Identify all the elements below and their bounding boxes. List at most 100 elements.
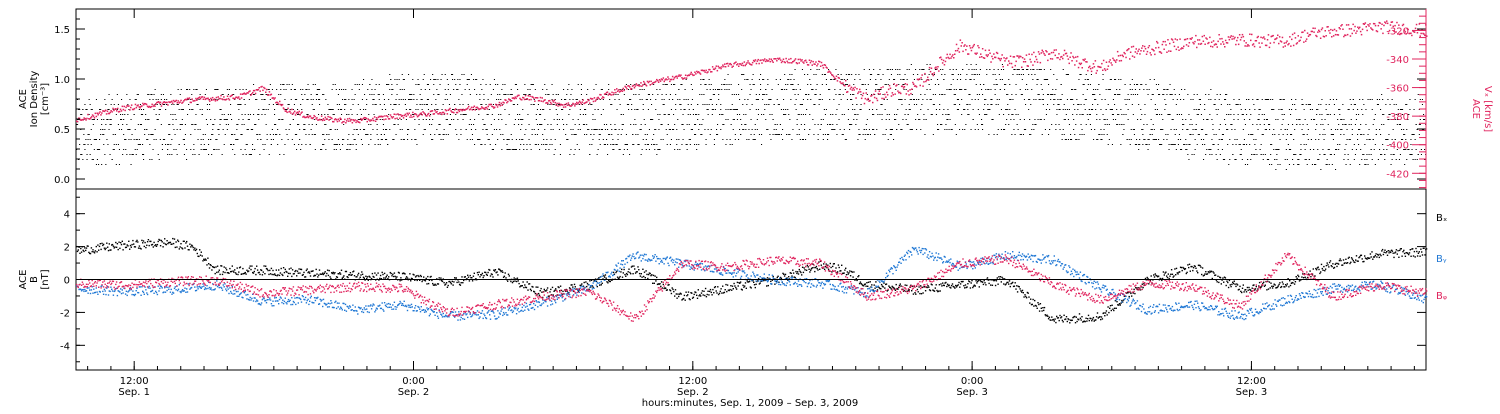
density-point (442, 139, 444, 140)
density-point (1354, 124, 1356, 125)
density-point (1012, 99, 1014, 100)
density-point (655, 109, 657, 110)
density-point (309, 144, 311, 145)
density-point (688, 124, 690, 125)
density-point (757, 99, 759, 100)
density-point (479, 139, 481, 140)
density-point (389, 74, 391, 75)
density-point (935, 109, 937, 110)
vx-point (1073, 57, 1075, 59)
density-point (303, 129, 305, 130)
density-point (414, 139, 416, 140)
density-point (1148, 144, 1150, 145)
density-point (934, 84, 936, 85)
density-point (519, 114, 521, 115)
density-point (537, 104, 539, 105)
density-point (1163, 89, 1165, 90)
density-point (1168, 114, 1170, 115)
density-point (550, 129, 552, 130)
vx-point (579, 101, 582, 104)
density-point (323, 144, 325, 145)
density-point (404, 104, 406, 105)
vx-point (96, 112, 98, 114)
vx-point (688, 74, 691, 77)
vx-point (980, 53, 982, 55)
vx-point (277, 102, 279, 104)
density-point (990, 89, 992, 90)
density-point (1149, 79, 1151, 80)
density-point (689, 139, 691, 140)
vx-point (1031, 53, 1033, 56)
density-point (957, 109, 959, 110)
density-point (1104, 99, 1106, 100)
density-point (1283, 114, 1285, 115)
vx-point (941, 62, 944, 64)
density-point (390, 104, 392, 105)
density-point (972, 119, 974, 120)
vx-point (1114, 59, 1116, 62)
density-point (857, 114, 859, 115)
density-point (1111, 114, 1113, 115)
density-point (806, 94, 808, 95)
density-point (1326, 114, 1328, 115)
density-point (1130, 94, 1132, 95)
vx-point (960, 45, 962, 47)
density-point (401, 129, 403, 130)
vx-point (624, 85, 626, 88)
density-point (1085, 124, 1087, 125)
density-point (1321, 99, 1323, 100)
vx-point (495, 104, 498, 106)
vx-point (745, 63, 747, 66)
density-point (1280, 109, 1282, 110)
density-point (795, 89, 797, 90)
vx-point (464, 109, 466, 111)
density-point (1117, 94, 1119, 95)
density-point (698, 114, 700, 115)
density-point (948, 129, 950, 130)
density-point (308, 89, 310, 90)
density-point (1190, 134, 1192, 135)
vx-point (460, 108, 462, 111)
density-point (395, 134, 397, 135)
density-point (783, 99, 785, 100)
density-point (331, 139, 333, 140)
density-point (394, 104, 396, 105)
density-point (361, 84, 363, 85)
density-point (1366, 154, 1368, 155)
vx-point (1049, 58, 1052, 60)
density-point (1183, 124, 1185, 125)
vx-point (691, 73, 693, 75)
density-point (681, 124, 683, 125)
density-point (172, 124, 174, 125)
density-point (1377, 159, 1379, 160)
vx-point (422, 111, 424, 113)
density-point (676, 144, 678, 145)
density-point (424, 89, 426, 90)
vx-point (455, 111, 458, 114)
density-point (436, 109, 438, 110)
vx-point (1036, 61, 1039, 63)
density-point (176, 104, 178, 105)
density-point (849, 129, 851, 130)
density-point (558, 129, 560, 130)
vx-point (606, 91, 609, 93)
density-point (888, 79, 890, 80)
density-point (1324, 119, 1326, 120)
density-point (842, 94, 844, 95)
density-point (619, 149, 621, 150)
vx-point (174, 100, 177, 102)
density-point (274, 109, 276, 110)
density-point (263, 149, 265, 150)
vx-point (84, 117, 86, 120)
density-point (847, 74, 849, 75)
density-point (1172, 99, 1174, 100)
density-point (1133, 134, 1135, 135)
density-point (907, 124, 909, 125)
density-point (427, 84, 429, 85)
density-point (521, 119, 523, 120)
vx-point (1121, 54, 1124, 56)
density-point (1066, 109, 1068, 110)
density-point (85, 109, 87, 110)
vx-point (909, 89, 911, 91)
density-point (471, 139, 473, 140)
